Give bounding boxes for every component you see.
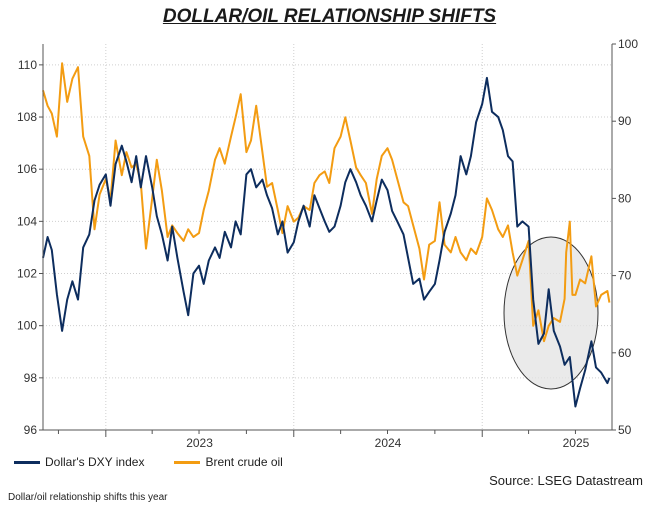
y-left-tick-106: 106 <box>17 162 37 176</box>
legend: Dollar's DXY index Brent crude oil <box>14 455 313 469</box>
y-right-tick-50: 50 <box>618 423 632 437</box>
y-right-tick-100: 100 <box>618 37 638 51</box>
dxy-series-line <box>42 76 611 408</box>
legend-swatch-brent <box>174 460 201 464</box>
x-tick-2025: 2025 <box>563 436 590 450</box>
y-right-tick-60: 60 <box>618 346 632 360</box>
x-tick-2023: 2023 <box>186 436 213 450</box>
legend-swatch-dxy <box>14 460 40 464</box>
legend-item-brent: Brent crude oil <box>174 455 283 469</box>
y-left-tick-110: 110 <box>18 58 37 72</box>
tick-labels: 96 98 100 102 104 106 108 110 50 60 70 80 90 100 2023 2… <box>17 37 638 450</box>
y-left-tick-96: 96 <box>24 423 38 437</box>
y-left-tick-102: 102 <box>17 267 37 281</box>
y-right-tick-70: 70 <box>618 269 632 283</box>
series-layer <box>42 62 611 408</box>
y-left-tick-98: 98 <box>24 371 38 385</box>
legend-item-dxy: Dollar's DXY index <box>14 455 144 469</box>
y-left-tick-100: 100 <box>17 319 37 333</box>
y-left-tick-104: 104 <box>17 214 37 228</box>
legend-label-dxy: Dollar's DXY index <box>45 455 145 469</box>
caption: Dollar/oil relationship shifts this year <box>8 492 168 503</box>
y-left-tick-108: 108 <box>17 110 37 124</box>
source-note: Source: LSEG Datastream <box>489 473 643 488</box>
axes <box>39 43 616 437</box>
legend-label-brent: Brent crude oil <box>205 455 283 469</box>
y-right-tick-90: 90 <box>618 114 632 128</box>
chart-title: DOLLAR/OIL RELATIONSHIP SHIFTS <box>162 6 497 27</box>
x-tick-2024: 2024 <box>375 436 402 450</box>
y-right-tick-80: 80 <box>618 191 632 205</box>
